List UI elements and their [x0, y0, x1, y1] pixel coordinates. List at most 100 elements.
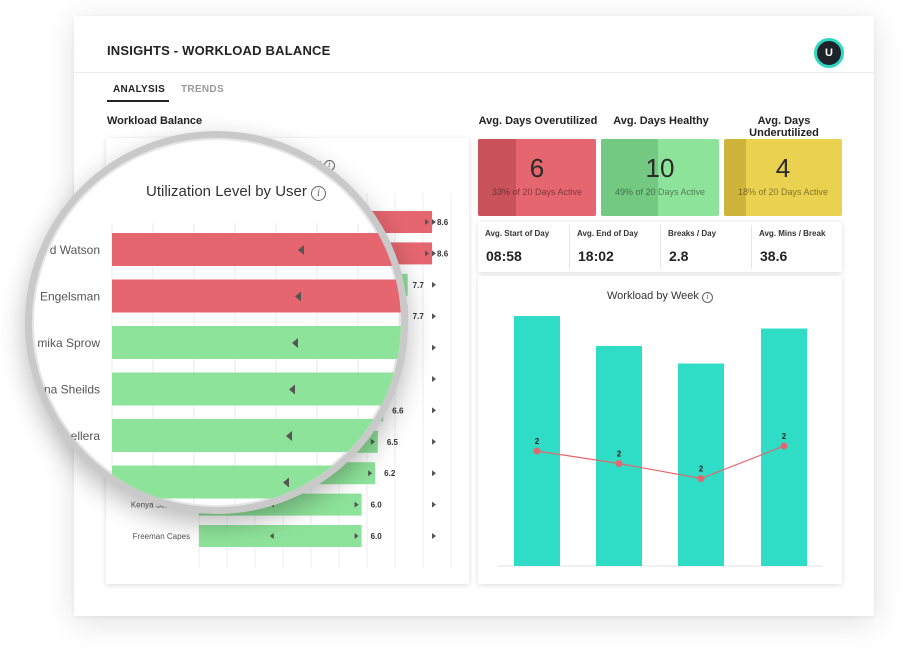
bar-value-label: 8.6: [437, 249, 449, 258]
row-expand-icon: [432, 219, 436, 225]
info-icon[interactable]: i: [311, 186, 327, 201]
line-point: [697, 475, 705, 482]
bar-value-label: 6.0: [371, 501, 383, 510]
stat-value: 38.6: [760, 248, 788, 264]
row-expand-icon: [432, 501, 436, 508]
magnified-category-label: mika Sprow: [37, 336, 100, 350]
kpi-band: [601, 139, 658, 216]
kpi-underutilized[interactable]: 4 18% of 20 Days Active: [724, 139, 842, 216]
tab-analysis[interactable]: ANALYSIS: [113, 84, 166, 95]
line-point: [615, 460, 623, 467]
workload-by-week-chart: 2 2 2 2: [498, 316, 822, 567]
row-expand-icon: [432, 313, 436, 320]
row-expand-icon: [432, 407, 436, 414]
row-expand-icon: [432, 376, 436, 382]
kpi-title-overutilized: Avg. Days Overutilized: [478, 115, 598, 127]
bar-arrow-icon: [354, 533, 359, 539]
kpi-title-underutilized: Avg. Days Underutilized: [749, 115, 819, 139]
magnified-bar: [112, 326, 401, 359]
line-point: [533, 447, 541, 455]
kpi-subtext: 18% of 20 Days Active: [737, 187, 829, 197]
line-point-label: 2: [535, 437, 540, 446]
magnified-category-label: ellera: [71, 429, 101, 443]
chart-title-text: Utilization Level by User: [146, 183, 307, 200]
user-avatar[interactable]: U: [814, 38, 844, 68]
stat-label: Avg. Mins / Break: [759, 229, 826, 238]
header-divider: [74, 72, 874, 73]
bar-marker-icon: [289, 384, 295, 395]
magnified-bar: [112, 372, 401, 406]
bar-value-label: 8.6: [437, 218, 449, 227]
magnified-bar: [112, 279, 401, 313]
bar-arrow-icon: [354, 501, 359, 508]
stat-label: Avg. End of Day: [577, 229, 639, 238]
bar-marker-icon: [295, 291, 301, 302]
tab-trends[interactable]: TRENDS: [181, 84, 224, 95]
row-expand-icon: [432, 281, 436, 288]
kpi-subtext: 33% of 20 Days Active: [491, 187, 583, 197]
divider: [660, 225, 661, 269]
kpi-value: 6: [529, 153, 545, 183]
bar-marker-icon: [292, 338, 298, 348]
divider: [751, 225, 752, 269]
tab-active-indicator: [107, 100, 169, 102]
bar-value-label: 7.7: [413, 312, 425, 321]
info-icon[interactable]: i: [701, 292, 713, 303]
line-point: [780, 442, 788, 450]
page-title: INSIGHTS - WORKLOAD BALANCE: [107, 43, 331, 58]
kpi-overutilized[interactable]: 6 33% of 20 Days Active: [478, 139, 596, 216]
line-point-label: 2: [699, 465, 704, 474]
stat-breaks-per-day: Breaks / Day 2.8: [661, 222, 751, 272]
magnified-chart-title: Utilization Level by User i: [146, 183, 327, 201]
bar-marker-icon: [269, 533, 274, 539]
bar-marker-icon: [283, 477, 289, 488]
stat-label: Avg. Start of Day: [485, 229, 550, 238]
bar-value-label: 6.0: [371, 532, 383, 541]
divider: [569, 225, 570, 269]
bar: [199, 525, 362, 547]
stat-value: 2.8: [669, 248, 689, 264]
week-bar: [596, 346, 642, 566]
stat-mins-per-break: Avg. Mins / Break 38.6: [752, 222, 842, 272]
week-bar: [514, 316, 560, 566]
row-expand-icon: [432, 438, 436, 445]
kpi-title-healthy: Avg. Days Healthy: [613, 115, 709, 127]
magnifier-lens: Utilization Level by User i d Watson Enge…: [25, 131, 408, 514]
magnified-bar-chart: d Watson Engelsman mika Sprow na Sheilds ell…: [37, 223, 401, 507]
magnified-category-label: d Watson: [50, 243, 100, 257]
bar-arrow-icon: [425, 219, 430, 225]
magnified-bar: [112, 419, 401, 452]
chart-title-text: Workload by Week: [607, 290, 699, 302]
magnified-category-label: Engelsman: [40, 290, 100, 304]
stat-value: 08:58: [486, 248, 522, 264]
kpi-band: [724, 139, 746, 216]
magnified-bar: [112, 465, 401, 499]
kpi-value: 4: [775, 153, 791, 183]
week-bar: [678, 363, 724, 566]
row-expand-icon: [432, 533, 436, 539]
bar-marker-icon: [286, 431, 292, 441]
workload-by-week-title: Workload by Week i: [478, 290, 842, 303]
workload-by-week-card: Workload by Week i 2 2 2 2: [478, 276, 842, 584]
line-point-label: 2: [617, 450, 622, 459]
stats-card: Avg. Start of Day 08:58 Avg. End of Day …: [478, 222, 842, 272]
bar-value-label: 7.7: [413, 281, 425, 290]
stat-end-of-day: Avg. End of Day 18:02: [570, 222, 660, 272]
magnified-bar: [112, 233, 401, 266]
row-expand-icon: [432, 470, 436, 477]
kpi-band: [478, 139, 516, 216]
kpi-healthy[interactable]: 10 49% of 20 Days Active: [601, 139, 719, 216]
stat-value: 18:02: [578, 248, 614, 264]
kpi-value: 10: [645, 153, 675, 183]
stat-start-of-day: Avg. Start of Day 08:58: [478, 222, 569, 272]
magnified-category-label: na Sheilds: [44, 383, 100, 397]
kpi-subtext: 49% of 20 Days Active: [614, 187, 706, 197]
row-expand-icon: [432, 250, 436, 257]
bar-category-label: Freeman Capes: [133, 532, 190, 541]
stat-label: Breaks / Day: [668, 229, 717, 238]
section-title: Workload Balance: [107, 115, 203, 127]
bar-arrow-icon: [425, 250, 430, 257]
bar-value-label: 6.6: [392, 406, 404, 415]
line-point-label: 2: [782, 432, 787, 441]
row-expand-icon: [432, 344, 436, 351]
